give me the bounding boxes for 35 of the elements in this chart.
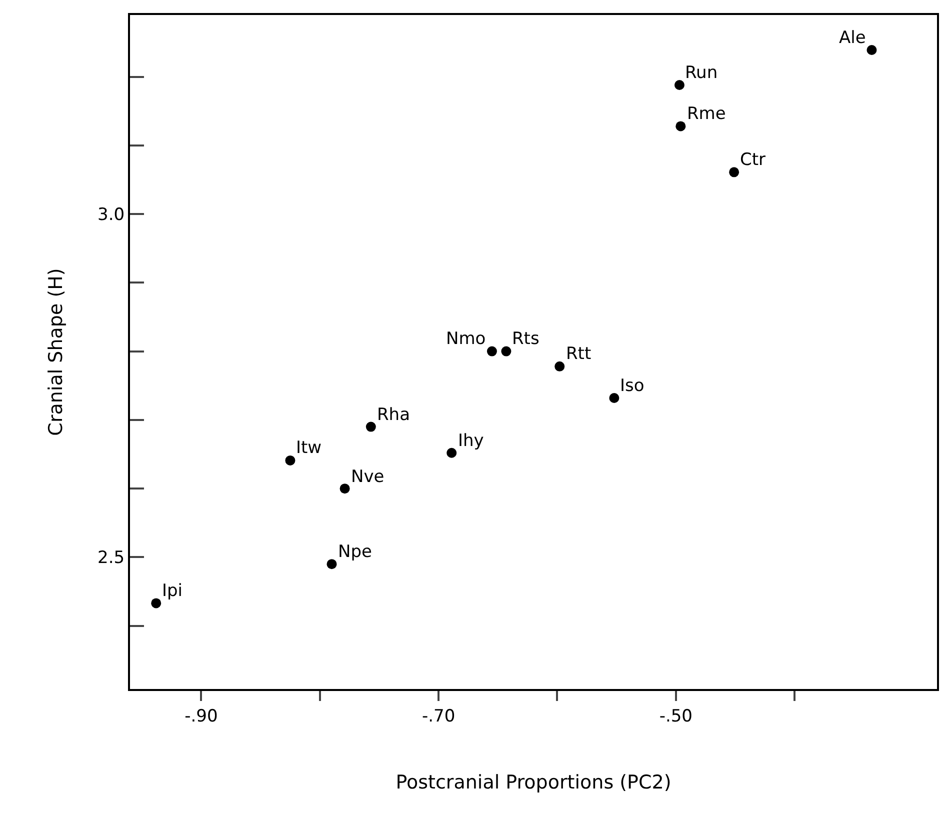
point [486, 346, 497, 356]
annotation: Rme [687, 104, 726, 124]
annotation: Npe [338, 542, 372, 562]
annotation: Rts [512, 329, 540, 349]
point [340, 484, 350, 494]
x-tick-label: -.90 [184, 706, 218, 726]
point [446, 448, 457, 458]
annotation: Ipi [162, 581, 183, 601]
y-axis-title: Cranial Shape (H) [44, 268, 67, 436]
annotation: Ihy [458, 431, 484, 451]
point [554, 361, 565, 372]
x-tick-label: -.50 [659, 706, 692, 726]
annotation: Nmo [446, 329, 486, 349]
point [609, 392, 620, 403]
point [674, 80, 684, 90]
point [866, 45, 877, 55]
point [285, 455, 296, 466]
point [676, 121, 686, 132]
x-tick-label: -.70 [422, 706, 456, 726]
x-axis-title: Postcranial Proportions (PC2) [396, 772, 672, 794]
annotation: Ctr [740, 150, 766, 170]
point [366, 422, 376, 432]
y-tick-label: 3.0 [98, 204, 125, 225]
annotation: Nve [351, 467, 384, 487]
annotation: Itw [296, 438, 322, 458]
annotation: Rtt [566, 344, 592, 364]
point [326, 559, 337, 570]
annotation: Run [685, 63, 718, 83]
point [501, 346, 512, 356]
annotation: Ale [839, 28, 866, 48]
point [151, 598, 162, 608]
annotation: Iso [620, 376, 644, 396]
point [729, 167, 740, 178]
annotation: Rha [377, 405, 410, 425]
y-tick-label: 2.5 [98, 548, 125, 568]
